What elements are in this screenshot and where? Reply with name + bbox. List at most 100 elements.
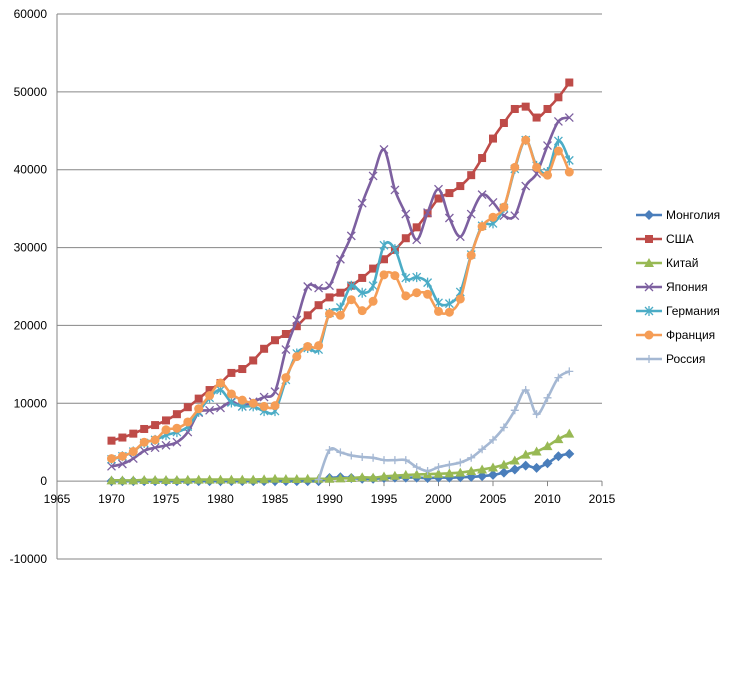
marker-shape — [401, 456, 410, 465]
marker-shape — [161, 440, 171, 450]
data-point — [532, 113, 541, 122]
data-point — [434, 306, 443, 316]
data-point — [227, 368, 236, 377]
marker-shape — [401, 234, 410, 243]
data-point — [292, 315, 302, 325]
data-point — [510, 406, 519, 415]
marker-shape — [314, 475, 323, 484]
data-point — [423, 467, 432, 476]
marker-shape — [171, 474, 182, 484]
marker-shape — [499, 119, 508, 127]
marker-shape — [488, 212, 498, 222]
marker-shape — [645, 235, 653, 243]
marker-shape — [498, 467, 509, 478]
marker-shape — [226, 389, 236, 399]
marker-shape — [303, 311, 312, 320]
data-point — [477, 464, 488, 474]
marker-shape — [302, 473, 313, 483]
data-point — [281, 329, 290, 338]
data-point — [226, 389, 236, 399]
marker-shape — [271, 336, 279, 345]
data-point — [151, 421, 160, 430]
data-point — [542, 441, 553, 451]
data-point — [314, 301, 323, 310]
marker-shape — [489, 134, 497, 143]
marker-shape — [139, 446, 149, 456]
data-point — [139, 474, 150, 484]
marker-shape — [543, 104, 552, 113]
data-point — [488, 462, 498, 472]
marker-shape — [205, 391, 215, 400]
marker-shape — [644, 330, 654, 340]
data-point — [445, 460, 454, 469]
marker-shape — [270, 401, 280, 411]
marker-shape — [531, 462, 542, 473]
marker-shape — [380, 255, 388, 264]
data-point — [434, 463, 443, 472]
marker-shape — [205, 405, 215, 415]
data-point — [215, 474, 226, 484]
marker-shape — [509, 464, 520, 475]
marker-shape — [150, 443, 160, 453]
marker-shape — [161, 425, 171, 435]
marker-shape — [325, 293, 334, 302]
data-point — [302, 473, 313, 483]
data-point — [346, 473, 357, 483]
marker-shape — [369, 264, 378, 273]
marker-shape — [358, 273, 367, 282]
marker-shape — [488, 462, 498, 472]
data-point — [358, 273, 367, 282]
data-point — [357, 306, 367, 316]
marker-shape — [303, 341, 313, 351]
legend-label: Япония — [666, 280, 708, 294]
data-point — [314, 283, 324, 293]
marker-shape — [543, 170, 552, 180]
marker-shape — [553, 434, 564, 444]
marker-shape — [238, 365, 247, 374]
data-point — [270, 387, 280, 397]
legend-marker — [644, 258, 654, 267]
marker-shape — [259, 401, 269, 411]
data-point — [194, 404, 204, 414]
data-point — [423, 208, 433, 217]
data-point — [107, 454, 116, 464]
data-point — [510, 162, 520, 172]
data-point — [368, 171, 378, 181]
data-point — [499, 423, 508, 432]
marker-shape — [498, 459, 509, 469]
marker-shape — [172, 437, 182, 447]
data-point — [347, 451, 356, 460]
data-point — [444, 468, 455, 478]
data-point — [183, 417, 193, 427]
x-tick-label: 1970 — [98, 492, 125, 506]
data-point — [128, 475, 139, 485]
data-point — [466, 466, 477, 476]
data-point — [249, 356, 258, 365]
marker-shape — [346, 473, 357, 483]
marker-shape — [434, 194, 443, 203]
legend-label: США — [666, 232, 694, 246]
marker-shape — [118, 433, 127, 442]
marker-shape — [543, 141, 552, 151]
data-point — [161, 474, 171, 484]
data-point — [412, 463, 421, 472]
marker-shape — [259, 392, 269, 402]
marker-shape — [477, 464, 488, 474]
marker-shape — [434, 184, 443, 194]
data-point — [325, 281, 334, 291]
marker-shape — [150, 435, 160, 445]
marker-shape — [423, 277, 433, 288]
data-point — [216, 403, 225, 413]
marker-shape — [205, 386, 214, 395]
data-point — [380, 255, 388, 264]
marker-shape — [303, 282, 313, 291]
legend-entry: Китай — [636, 256, 698, 270]
marker-shape — [325, 281, 334, 291]
data-point — [357, 472, 368, 482]
marker-shape — [204, 474, 215, 484]
legend-label: Россия — [666, 352, 705, 366]
data-point — [303, 282, 313, 291]
data-point — [390, 185, 400, 195]
marker-shape — [466, 209, 476, 219]
data-point — [401, 234, 410, 243]
